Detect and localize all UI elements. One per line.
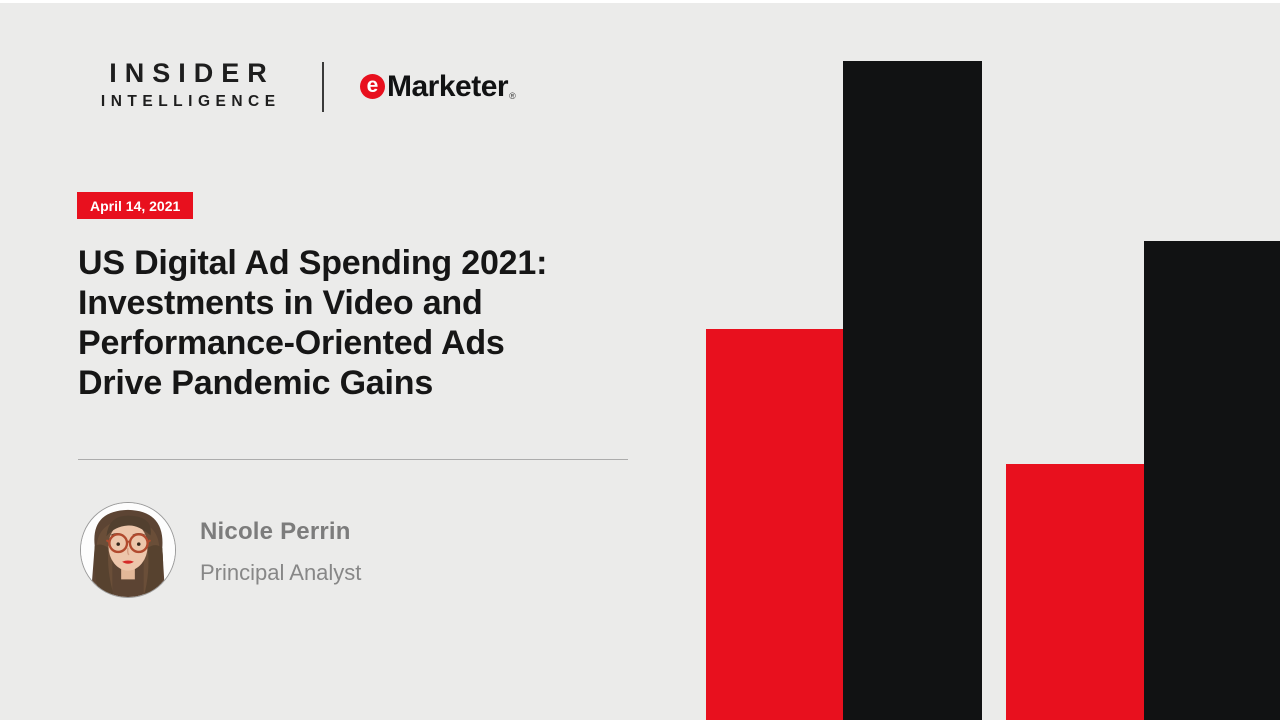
- report-title-line: Performance-Oriented Ads: [78, 324, 505, 362]
- brand-name-line2: INTELLIGENCE: [100, 93, 281, 110]
- author-portrait-illustration: [81, 503, 175, 597]
- emarketer-e-icon: e: [360, 74, 385, 99]
- author-avatar: [80, 502, 176, 598]
- brand-name-line1: INSIDER: [109, 58, 275, 88]
- horizontal-divider: [78, 459, 628, 460]
- decorative-bar-red-1: [706, 329, 843, 720]
- publish-date-badge: April 14, 2021: [77, 192, 194, 219]
- emarketer-logo: e Marketer ®: [360, 70, 516, 103]
- report-title-line: US Digital Ad Spending 2021:: [78, 244, 548, 282]
- decorative-bar-black-1: [843, 61, 982, 720]
- decorative-bar-red-2: [1006, 464, 1144, 720]
- insider-intelligence-logo: INSIDER INTELLIGENCE: [80, 58, 296, 111]
- logo-separator-line: [322, 62, 324, 112]
- report-title-line: Investments in Video and: [78, 284, 483, 322]
- top-edge-highlight: [0, 0, 1280, 3]
- report-title: US Digital Ad Spending 2021: Investments…: [78, 243, 658, 403]
- registered-trademark-symbol: ®: [509, 91, 516, 101]
- emarketer-wordmark: Marketer: [387, 70, 509, 103]
- author-name: Nicole Perrin: [200, 518, 351, 545]
- author-role: Principal Analyst: [200, 560, 362, 585]
- report-title-line: Drive Pandemic Gains: [78, 364, 434, 402]
- decorative-bar-black-2: [1144, 241, 1280, 720]
